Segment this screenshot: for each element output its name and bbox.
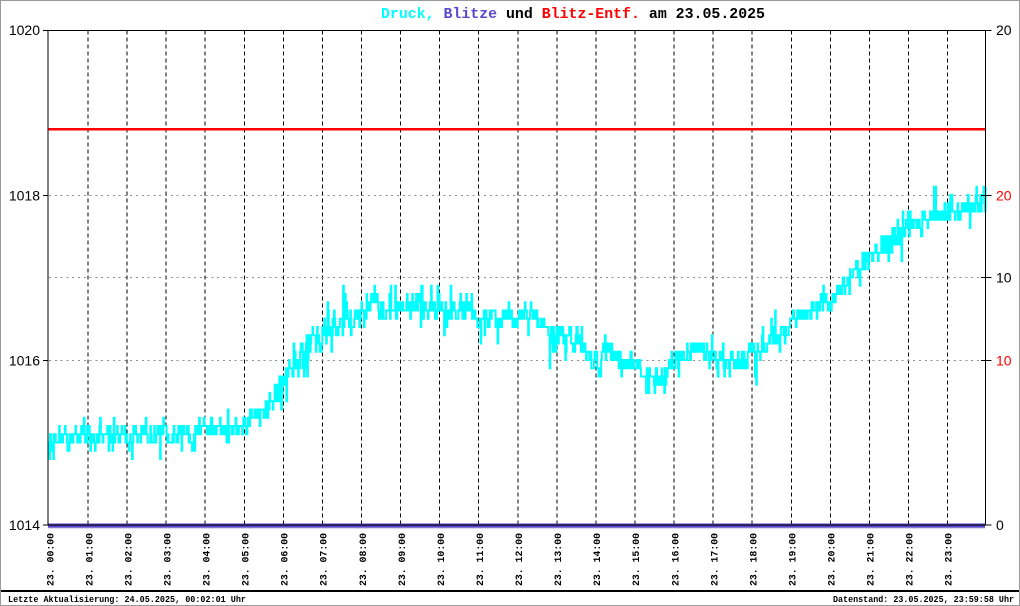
svg-text:23. 19:00: 23. 19:00 [789,533,800,586]
svg-text:23. 22:00: 23. 22:00 [906,533,917,586]
svg-text:23. 11:00: 23. 11:00 [476,533,487,586]
svg-text:0: 0 [996,517,1004,533]
svg-text:23. 23:00: 23. 23:00 [945,533,956,586]
svg-text:Druck, Blitze und Blitz-Entf.: Druck, Blitze und Blitz-Entf. am 23.05.2… [381,6,765,23]
svg-text:1014: 1014 [9,517,40,533]
svg-text:23. 08:00: 23. 08:00 [359,533,370,586]
svg-text:23. 09:00: 23. 09:00 [398,533,409,586]
svg-text:23. 17:00: 23. 17:00 [710,533,721,586]
svg-text:23. 10:00: 23. 10:00 [437,533,448,586]
svg-text:23. 16:00: 23. 16:00 [671,533,682,586]
svg-text:23. 06:00: 23. 06:00 [281,533,292,586]
svg-text:23. 15:00: 23. 15:00 [632,533,643,586]
svg-text:23. 07:00: 23. 07:00 [320,533,331,586]
svg-text:23. 20:00: 23. 20:00 [828,533,839,586]
svg-text:Datenstand: 23.05.2025, 23:59:: Datenstand: 23.05.2025, 23:59:58 Uhr [833,595,1014,605]
svg-text:23. 03:00: 23. 03:00 [164,533,175,586]
svg-text:23. 05:00: 23. 05:00 [242,533,253,586]
svg-text:23. 18:00: 23. 18:00 [749,533,760,586]
svg-text:23. 01:00: 23. 01:00 [85,533,96,586]
svg-text:20: 20 [996,188,1012,204]
svg-text:23. 21:00: 23. 21:00 [867,533,878,586]
svg-text:23. 04:00: 23. 04:00 [203,533,214,586]
svg-text:23. 13:00: 23. 13:00 [554,533,565,586]
svg-text:10: 10 [996,353,1012,369]
svg-text:1020: 1020 [9,22,40,38]
svg-text:Letzte Aktualisierung: 24.05.2: Letzte Aktualisierung: 24.05.2025, 00:02… [8,595,246,605]
svg-text:1018: 1018 [9,188,40,204]
svg-text:1016: 1016 [9,353,40,369]
svg-text:20: 20 [996,22,1012,38]
svg-text:23. 02:00: 23. 02:00 [124,533,135,586]
svg-text:23. 14:00: 23. 14:00 [593,533,604,586]
svg-text:23. 12:00: 23. 12:00 [515,533,526,586]
svg-text:10: 10 [996,270,1012,286]
svg-text:23. 00:00: 23. 00:00 [46,533,57,586]
